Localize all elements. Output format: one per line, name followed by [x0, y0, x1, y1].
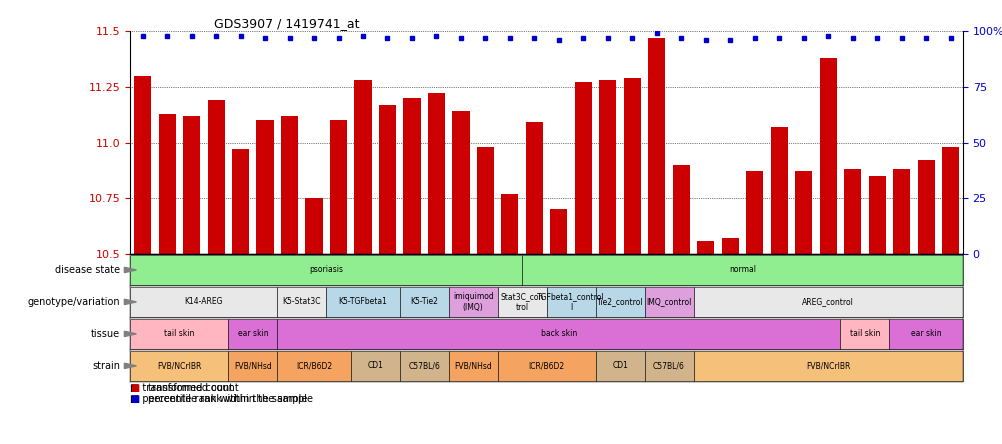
Text: genotype/variation: genotype/variation: [28, 297, 120, 307]
Bar: [277, 350, 351, 381]
Bar: [326, 286, 400, 317]
Bar: [819, 58, 836, 254]
Bar: [351, 350, 400, 381]
Bar: [692, 350, 962, 381]
Bar: [546, 286, 595, 317]
Text: tail skin: tail skin: [849, 329, 879, 338]
Text: transformed count: transformed count: [148, 383, 238, 393]
Bar: [158, 114, 175, 254]
Bar: [330, 120, 347, 254]
Text: disease state: disease state: [55, 265, 120, 275]
Bar: [868, 176, 885, 254]
Text: TGFbeta1_control
l: TGFbeta1_control l: [537, 292, 604, 312]
Text: ■: ■: [130, 383, 139, 393]
Text: K5-Tie2: K5-Tie2: [410, 297, 438, 306]
Text: IMQ_control: IMQ_control: [645, 297, 691, 306]
Text: ear skin: ear skin: [910, 329, 941, 338]
Bar: [452, 111, 469, 254]
Bar: [130, 318, 228, 349]
Text: Tie2_control: Tie2_control: [596, 297, 642, 306]
Text: ear skin: ear skin: [237, 329, 268, 338]
Text: percentile rank within the sample: percentile rank within the sample: [148, 394, 314, 404]
Bar: [448, 350, 497, 381]
Bar: [692, 286, 962, 317]
Bar: [644, 350, 692, 381]
Bar: [182, 116, 200, 254]
Bar: [574, 82, 591, 254]
Text: FVB/NHsd: FVB/NHsd: [233, 361, 272, 370]
Bar: [497, 350, 595, 381]
Bar: [696, 241, 713, 254]
Bar: [840, 318, 889, 349]
Bar: [623, 78, 640, 254]
Text: C57BL/6: C57BL/6: [408, 361, 440, 370]
Bar: [130, 254, 522, 285]
Text: FVB/NCrIBR: FVB/NCrIBR: [806, 361, 850, 370]
Bar: [130, 350, 228, 381]
Text: ■ transformed count: ■ transformed count: [130, 383, 233, 393]
Bar: [400, 286, 448, 317]
Bar: [550, 210, 567, 254]
Bar: [400, 350, 448, 381]
Text: tissue: tissue: [91, 329, 120, 339]
Bar: [476, 147, 494, 254]
Bar: [501, 194, 518, 254]
Text: tail skin: tail skin: [164, 329, 194, 338]
Bar: [428, 94, 445, 254]
Bar: [595, 286, 644, 317]
Text: AREG_control: AREG_control: [802, 297, 854, 306]
Text: ■: ■: [130, 394, 139, 404]
Bar: [889, 318, 962, 349]
Text: Stat3C_con
trol: Stat3C_con trol: [500, 292, 543, 312]
Bar: [844, 169, 861, 254]
Bar: [281, 116, 298, 254]
Text: C57BL/6: C57BL/6: [652, 361, 684, 370]
Bar: [130, 286, 277, 317]
Bar: [917, 160, 934, 254]
Text: ICR/B6D2: ICR/B6D2: [296, 361, 332, 370]
Text: ICR/B6D2: ICR/B6D2: [528, 361, 564, 370]
Text: CD1: CD1: [367, 361, 383, 370]
Bar: [941, 147, 958, 254]
Bar: [497, 286, 546, 317]
Bar: [745, 171, 763, 254]
Bar: [525, 123, 542, 254]
Bar: [795, 171, 812, 254]
Text: K14-AREG: K14-AREG: [184, 297, 222, 306]
Bar: [354, 80, 371, 254]
Bar: [892, 169, 910, 254]
Bar: [228, 318, 277, 349]
Bar: [257, 120, 274, 254]
Text: K5-Stat3C: K5-Stat3C: [283, 297, 321, 306]
Bar: [134, 75, 151, 254]
Bar: [379, 105, 396, 254]
Text: GDS3907 / 1419741_at: GDS3907 / 1419741_at: [213, 17, 359, 30]
Text: normal: normal: [728, 266, 756, 274]
Text: psoriasis: psoriasis: [309, 266, 343, 274]
Text: FVB/NCrIBR: FVB/NCrIBR: [157, 361, 201, 370]
Bar: [403, 98, 420, 254]
Bar: [277, 286, 326, 317]
Text: imiquimod
(IMQ): imiquimod (IMQ): [452, 292, 493, 312]
Text: FVB/NHsd: FVB/NHsd: [454, 361, 492, 370]
Text: strain: strain: [92, 361, 120, 371]
Bar: [598, 80, 616, 254]
Bar: [231, 149, 248, 254]
Bar: [595, 350, 644, 381]
Bar: [770, 127, 787, 254]
Bar: [228, 350, 277, 381]
Bar: [277, 318, 840, 349]
Bar: [207, 100, 224, 254]
Bar: [644, 286, 692, 317]
Bar: [672, 165, 689, 254]
Text: K5-TGFbeta1: K5-TGFbeta1: [339, 297, 387, 306]
Text: ■ percentile rank within the sample: ■ percentile rank within the sample: [130, 394, 308, 404]
Text: CD1: CD1: [611, 361, 627, 370]
Text: back skin: back skin: [540, 329, 576, 338]
Bar: [721, 238, 738, 254]
Bar: [522, 254, 962, 285]
Bar: [448, 286, 497, 317]
Bar: [647, 38, 664, 254]
Bar: [306, 198, 323, 254]
